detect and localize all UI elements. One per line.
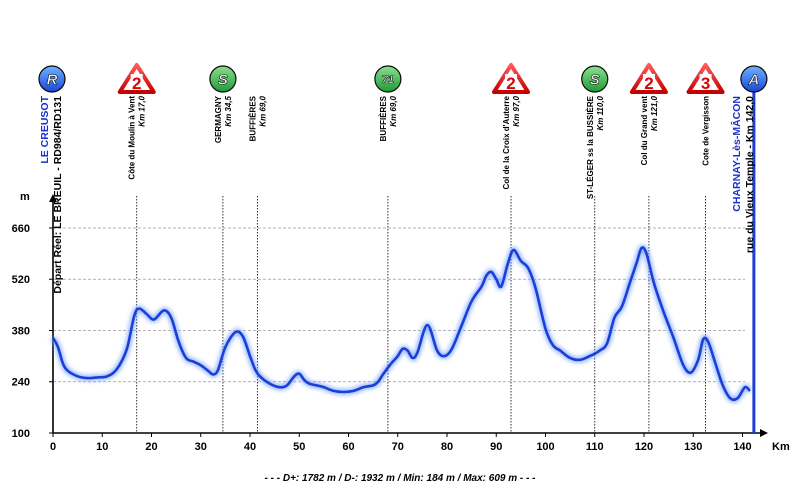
waypoint-annotations: Côte du Moulin à Vent Km 17,0 GERMAGNY Km 3… bbox=[128, 95, 711, 433]
sprint-icon bbox=[209, 65, 237, 93]
y-axis-label: m bbox=[20, 191, 30, 203]
climb-triangle-icon bbox=[117, 63, 156, 94]
climb-triangle-icon bbox=[492, 63, 531, 94]
x-tick-label: 30 bbox=[195, 441, 207, 453]
start-detail: Départ Réel: LE BREUIL - RD984/RD131 bbox=[52, 96, 64, 294]
x-tick-label: 140 bbox=[733, 441, 751, 453]
climb-marker: 2 bbox=[492, 63, 531, 94]
finish-detail: rue du Vieux Temple - Km 142,0 bbox=[744, 96, 756, 253]
x-tick-label: 100 bbox=[536, 441, 554, 453]
finish-marker-label: A bbox=[747, 71, 759, 88]
climb-triangle-icon bbox=[629, 63, 668, 94]
profile-line bbox=[51, 246, 751, 402]
climb-category-box bbox=[130, 74, 143, 90]
climb-category-label: 2 bbox=[506, 74, 515, 93]
waypoint-km: Km 110,0 bbox=[596, 95, 605, 130]
elevation-profile bbox=[50, 244, 753, 403]
feed-zone-icon bbox=[374, 65, 402, 93]
y-tick-label: 520 bbox=[12, 274, 30, 286]
distance-markers: R 2 S 71 2 S 2 3 A bbox=[38, 63, 768, 94]
x-tick-label: 130 bbox=[684, 441, 702, 453]
sprint-marker: S bbox=[581, 65, 609, 93]
climb-marker: 2 bbox=[629, 63, 668, 94]
sprint-icon bbox=[581, 65, 609, 93]
x-tick-label: 70 bbox=[392, 441, 404, 453]
y-tick-label: 380 bbox=[12, 325, 30, 337]
waypoint-km: Km 121,0 bbox=[650, 95, 659, 131]
waypoint-name: GERMAGNY bbox=[214, 95, 223, 143]
waypoint-name: ST-LÉGER ss la BUSSIÈRE bbox=[586, 95, 595, 199]
x-tick-label: 80 bbox=[441, 441, 453, 453]
grid-lines bbox=[53, 227, 745, 383]
waypoint-name: Cote de Vergisson bbox=[702, 96, 711, 166]
stage-summary: - - - D+: 1782 m / D-: 1932 m / Min: 184… bbox=[264, 473, 536, 484]
waypoint-km: Km 69,0 bbox=[389, 95, 398, 126]
finish-marker: A bbox=[740, 65, 768, 93]
climb-category-box bbox=[699, 74, 712, 90]
x-tick-label: 40 bbox=[244, 441, 256, 453]
x-tick-label: 110 bbox=[586, 441, 604, 453]
climb-category-box bbox=[505, 74, 518, 90]
climb-category-label: 2 bbox=[644, 74, 653, 93]
start-icon bbox=[38, 65, 66, 93]
climb-marker: 2 bbox=[117, 63, 156, 94]
start-marker: R bbox=[38, 65, 66, 93]
x-tick-label: 50 bbox=[293, 441, 305, 453]
sprint-marker: S bbox=[209, 65, 237, 93]
feed-marker: 71 bbox=[374, 65, 402, 93]
climb-category-label: 3 bbox=[701, 74, 710, 93]
y-tick-label: 660 bbox=[12, 223, 30, 235]
climb-category-label: 2 bbox=[132, 74, 141, 93]
waypoint-name: Col de la Croix d'Auterre bbox=[502, 95, 511, 189]
waypoint-name: BUFFIÈRES bbox=[248, 95, 257, 141]
waypoint-km: Km 17,0 bbox=[138, 95, 147, 126]
y-axis-arrow bbox=[49, 194, 57, 202]
sprint-marker-label: S bbox=[218, 71, 228, 88]
x-tick-label: 10 bbox=[96, 441, 108, 453]
waypoint-km: Km 97,0 bbox=[512, 95, 521, 126]
x-tick-label: 90 bbox=[490, 441, 502, 453]
feed-marker-label: 71 bbox=[382, 74, 394, 86]
start-marker-label: R bbox=[47, 71, 58, 88]
x-axis-label: Km bbox=[772, 441, 790, 453]
x-tick-label: 120 bbox=[635, 441, 653, 453]
waypoint-km: Km 69,0 bbox=[258, 95, 267, 126]
x-tick-label: 0 bbox=[50, 441, 56, 453]
axes: 0 10 20 30 40 50 60 70 80 90 100 110 120 130 140 100 240… bbox=[12, 191, 790, 453]
x-tick-label: 60 bbox=[342, 441, 354, 453]
waypoint-name: BUFFIÈRES bbox=[379, 95, 388, 141]
waypoint-name: Col du Grand vent bbox=[640, 96, 649, 166]
waypoint-km: Km 34,5 bbox=[224, 95, 233, 126]
waypoint-name: Côte du Moulin à Vent bbox=[128, 96, 137, 180]
finish-name: CHARNAY-Lès-MÂCON bbox=[730, 96, 743, 212]
climb-marker: 3 bbox=[686, 63, 725, 94]
start-name: LE CREUSOT bbox=[39, 95, 51, 163]
y-tick-label: 100 bbox=[12, 428, 30, 440]
x-axis-arrow bbox=[760, 429, 768, 437]
x-tick-label: 20 bbox=[145, 441, 157, 453]
y-tick-label: 240 bbox=[12, 377, 30, 389]
profile-glow bbox=[50, 244, 753, 403]
finish-icon bbox=[740, 65, 768, 93]
climb-category-box bbox=[642, 74, 655, 90]
sprint-marker-label: S bbox=[590, 71, 600, 88]
start-finish-labels: LE CREUSOT Départ Réel: LE BREUIL - RD984… bbox=[39, 90, 756, 433]
climb-triangle-icon bbox=[686, 63, 725, 94]
